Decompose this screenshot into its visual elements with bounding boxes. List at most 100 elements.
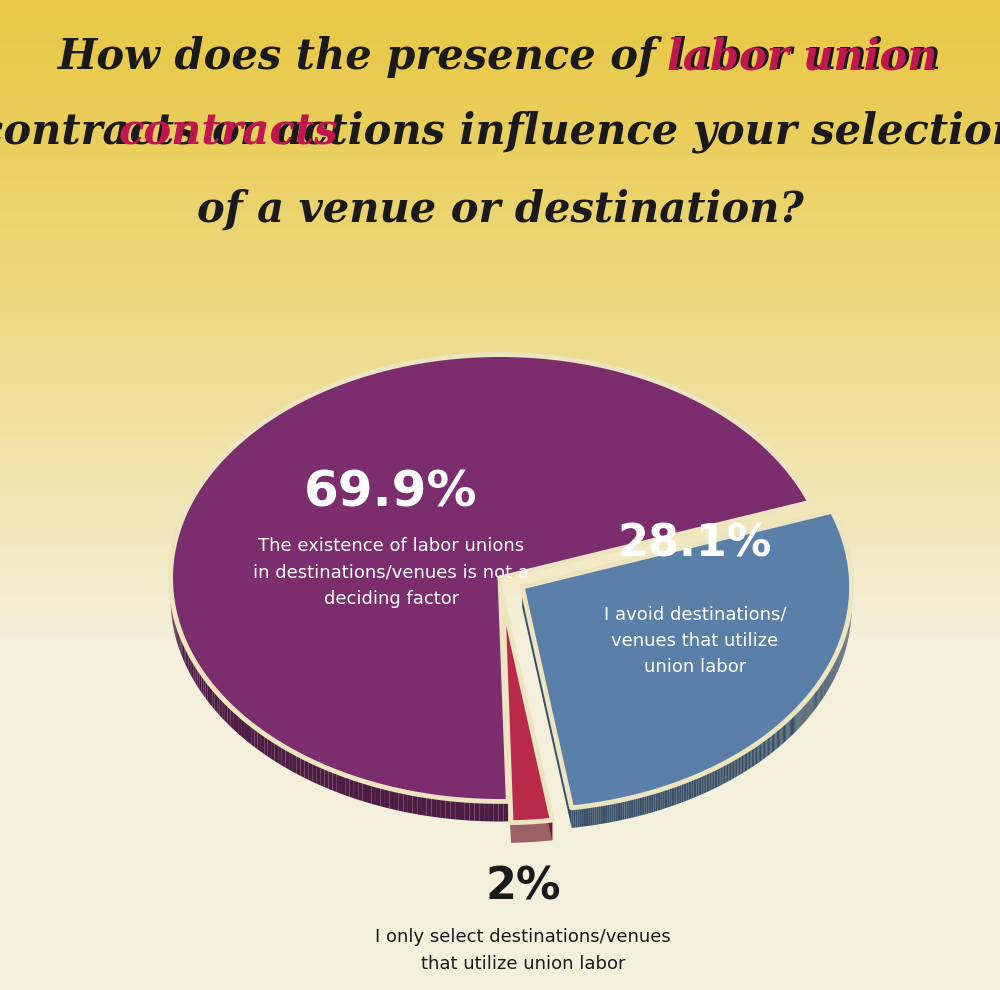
Polygon shape — [312, 761, 316, 783]
Polygon shape — [297, 753, 300, 776]
Bar — [0, 909, 1000, 911]
Bar — [0, 475, 1000, 477]
Bar — [0, 535, 1000, 537]
Bar — [0, 784, 1000, 786]
Bar — [0, 812, 1000, 814]
Text: 28.1%: 28.1% — [618, 522, 772, 565]
Bar — [0, 139, 1000, 141]
Bar — [0, 796, 1000, 798]
Bar — [0, 604, 1000, 606]
Polygon shape — [791, 715, 792, 737]
Bar — [0, 531, 1000, 533]
Bar — [0, 875, 1000, 877]
Bar — [0, 907, 1000, 909]
Bar — [0, 937, 1000, 939]
Bar — [0, 186, 1000, 188]
Polygon shape — [236, 712, 239, 735]
Bar — [0, 277, 1000, 279]
Polygon shape — [376, 785, 380, 806]
Bar — [0, 198, 1000, 200]
Polygon shape — [602, 803, 604, 824]
Bar — [0, 360, 1000, 362]
Polygon shape — [171, 354, 810, 802]
Bar — [0, 34, 1000, 36]
Polygon shape — [739, 754, 740, 775]
Bar — [0, 939, 1000, 940]
Bar — [0, 356, 1000, 358]
Bar — [0, 966, 1000, 968]
Bar — [0, 246, 1000, 248]
Polygon shape — [258, 730, 261, 751]
Polygon shape — [316, 763, 320, 785]
Polygon shape — [722, 763, 724, 784]
Polygon shape — [184, 512, 185, 536]
Bar — [0, 400, 1000, 402]
Bar — [0, 897, 1000, 899]
Bar — [0, 507, 1000, 509]
Bar — [0, 940, 1000, 942]
Polygon shape — [632, 797, 634, 818]
Polygon shape — [186, 644, 187, 668]
Polygon shape — [772, 732, 773, 752]
Bar — [0, 709, 1000, 711]
Text: 2%: 2% — [485, 866, 561, 909]
Polygon shape — [595, 805, 596, 825]
Polygon shape — [583, 806, 585, 827]
Bar — [0, 978, 1000, 980]
Polygon shape — [271, 739, 275, 761]
Bar — [0, 341, 1000, 343]
Bar — [0, 158, 1000, 160]
Polygon shape — [522, 511, 852, 808]
Polygon shape — [670, 786, 671, 807]
Bar — [0, 640, 1000, 642]
Bar — [0, 824, 1000, 826]
Bar — [0, 471, 1000, 473]
Polygon shape — [783, 723, 784, 743]
Polygon shape — [719, 765, 721, 786]
Bar — [0, 188, 1000, 190]
Bar — [0, 772, 1000, 774]
Polygon shape — [199, 669, 201, 692]
Bar — [0, 214, 1000, 216]
Polygon shape — [248, 722, 251, 744]
Bar — [0, 269, 1000, 271]
Bar — [0, 436, 1000, 438]
Bar — [0, 543, 1000, 545]
Bar — [0, 673, 1000, 675]
Bar — [0, 352, 1000, 354]
Bar — [0, 12, 1000, 14]
Polygon shape — [242, 717, 245, 740]
Bar — [0, 196, 1000, 198]
Bar — [0, 497, 1000, 499]
Bar — [0, 105, 1000, 107]
Polygon shape — [716, 767, 718, 788]
Bar — [0, 612, 1000, 614]
Bar — [0, 889, 1000, 891]
Bar — [0, 410, 1000, 412]
Polygon shape — [799, 708, 800, 729]
Bar — [0, 248, 1000, 249]
Polygon shape — [192, 657, 194, 680]
Bar — [0, 481, 1000, 483]
Bar — [0, 933, 1000, 935]
Bar — [0, 123, 1000, 125]
Polygon shape — [181, 519, 182, 542]
Polygon shape — [664, 788, 666, 809]
Bar — [0, 368, 1000, 370]
Bar — [0, 477, 1000, 479]
Bar — [0, 558, 1000, 560]
Bar — [0, 307, 1000, 309]
Bar — [0, 596, 1000, 598]
Polygon shape — [228, 704, 230, 727]
Polygon shape — [646, 793, 648, 814]
Bar — [0, 65, 1000, 67]
Polygon shape — [575, 807, 577, 828]
Polygon shape — [212, 687, 215, 710]
Bar — [0, 376, 1000, 378]
Bar — [0, 182, 1000, 184]
Bar — [0, 598, 1000, 600]
Polygon shape — [671, 786, 673, 806]
Bar — [0, 616, 1000, 618]
Polygon shape — [308, 759, 312, 782]
Bar — [0, 265, 1000, 267]
